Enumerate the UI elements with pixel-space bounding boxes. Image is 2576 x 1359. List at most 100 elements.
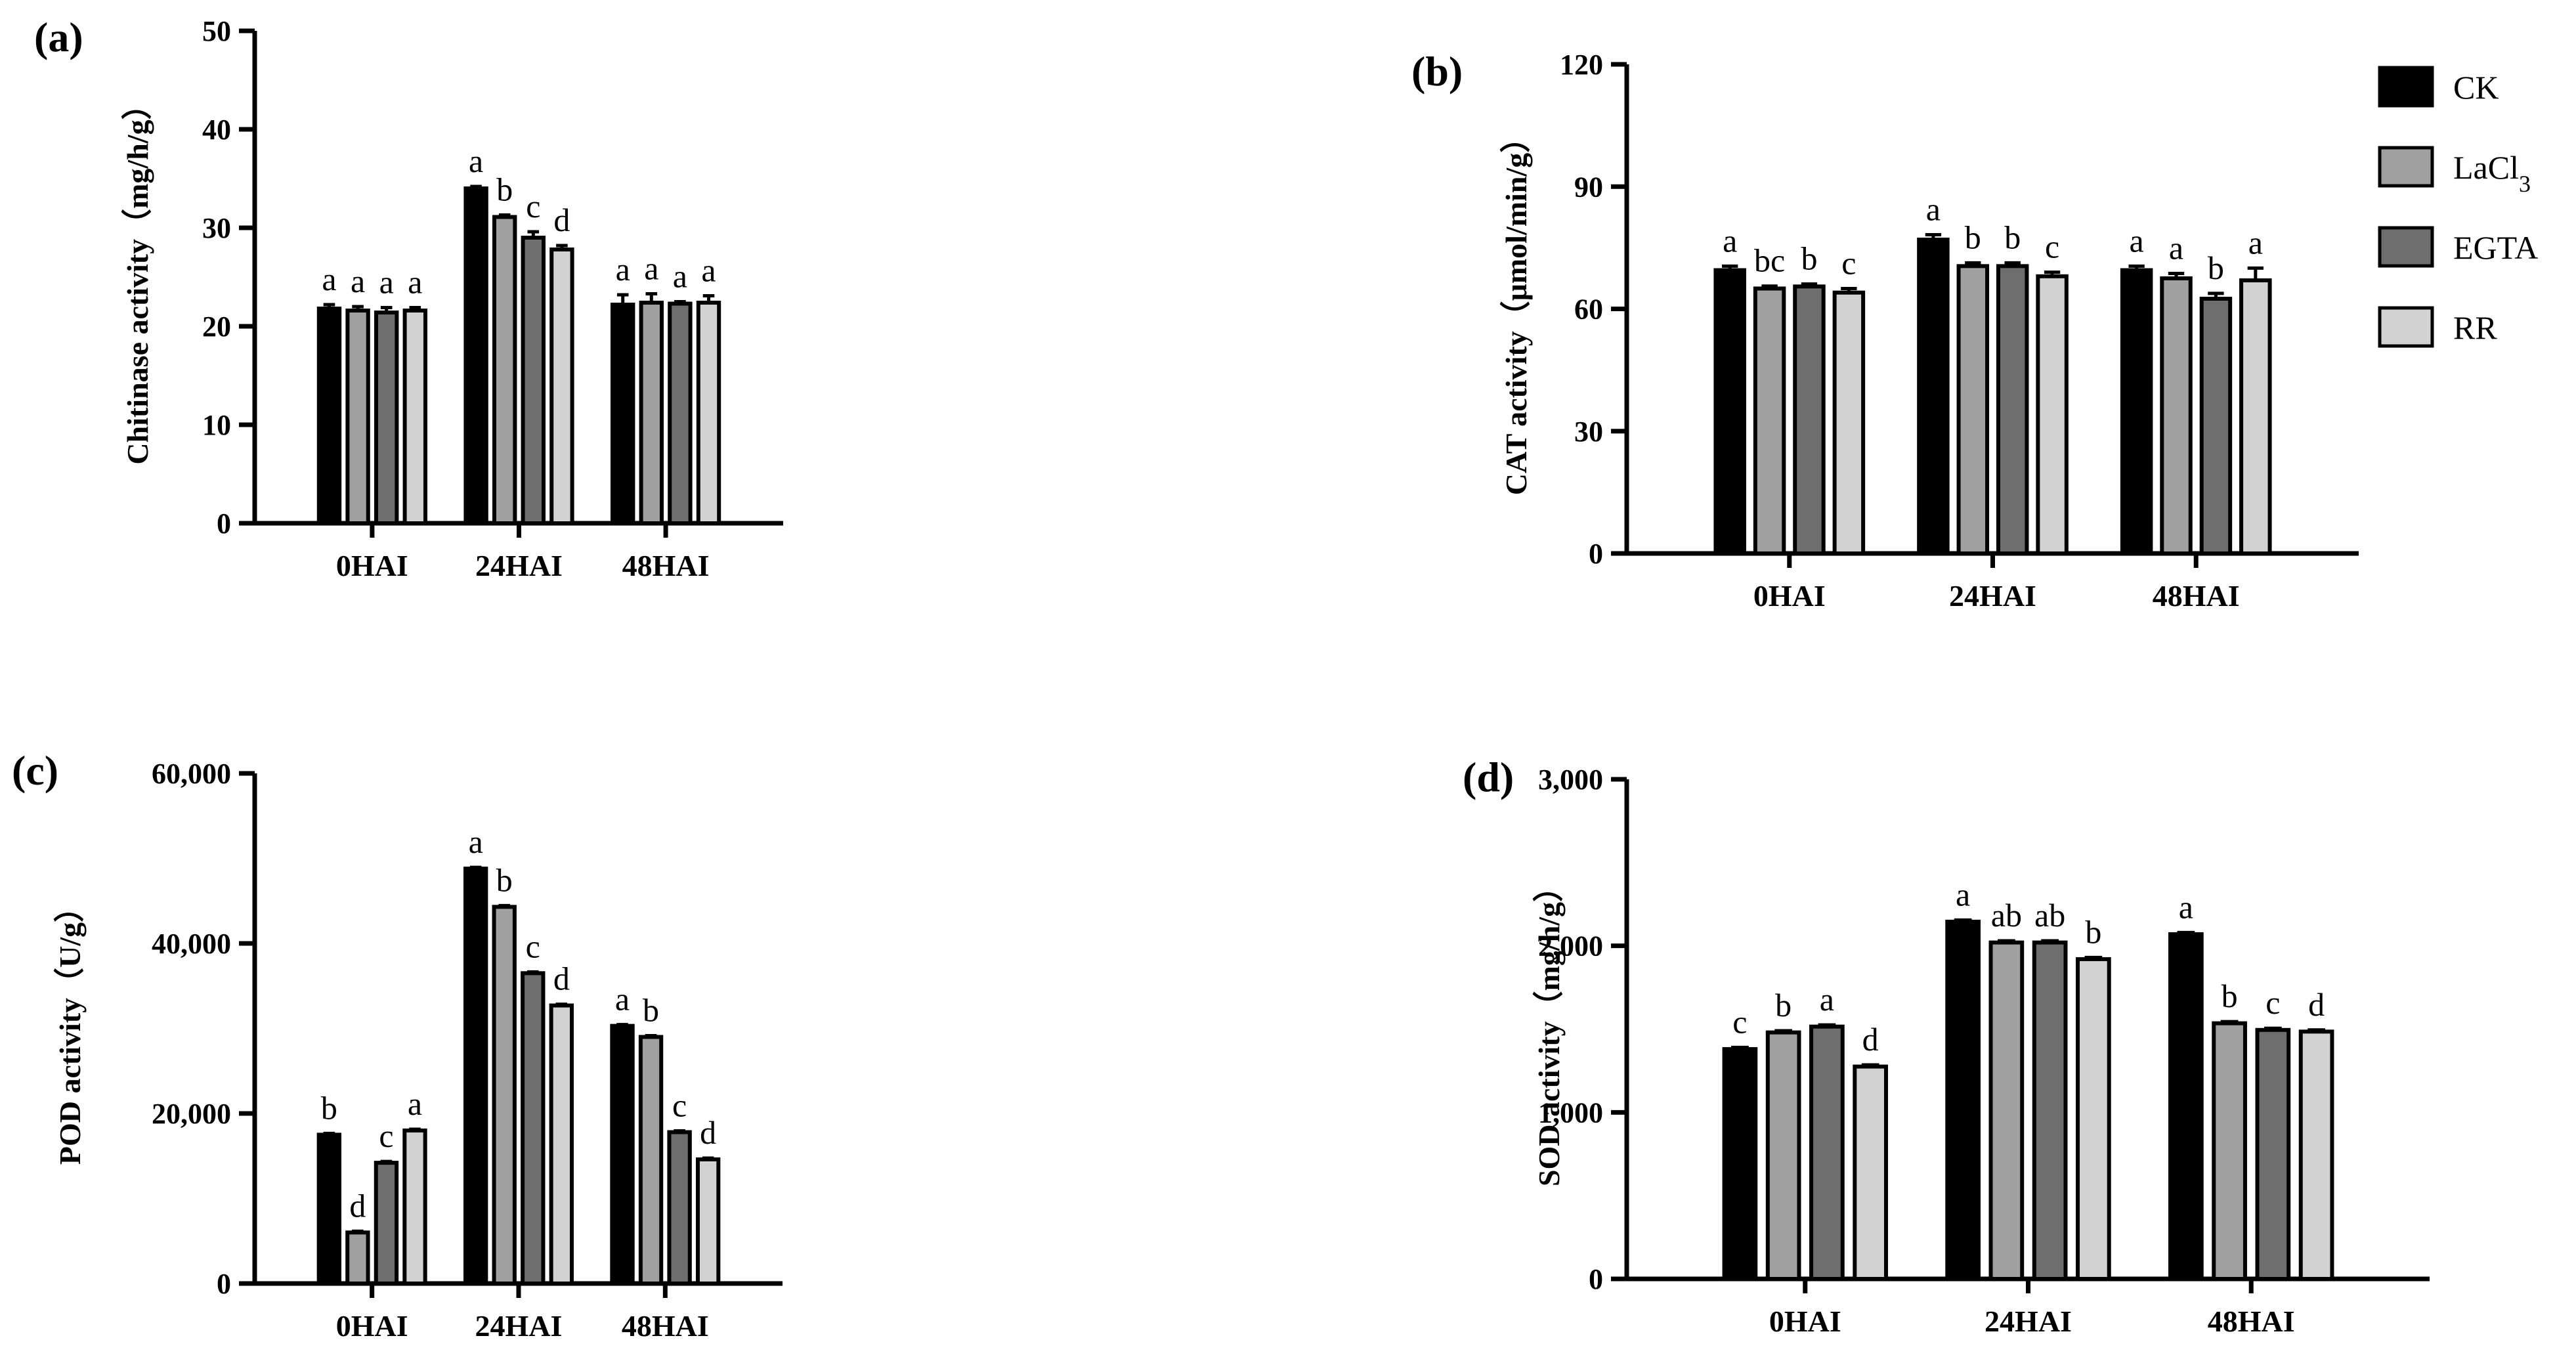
significance-label: a (2179, 888, 2193, 925)
significance-label: a (1956, 876, 1970, 913)
significance-label: c (379, 1117, 393, 1154)
bar-ck-0hai (1722, 1046, 1758, 1281)
legend: CK LaCl3 EGTA RR (2378, 66, 2538, 348)
y-tick-label: 30 (1574, 416, 1603, 448)
y-tick-label: 0 (217, 507, 231, 540)
bar-egta-48hai (2255, 1027, 2291, 1281)
bar-egta-24hai (521, 236, 546, 525)
legend-swatch (2378, 306, 2434, 348)
significance-label: c (526, 188, 540, 225)
y-tick-label: 3,000 (1538, 764, 1603, 796)
panel-label: (a) (34, 14, 83, 60)
significance-label: c (1841, 244, 1856, 281)
bar-lacl3-24hai (492, 215, 517, 525)
significance-label: a (2169, 229, 2183, 266)
legend-item-egta: EGTA (2378, 226, 2538, 268)
significance-label: a (2130, 222, 2144, 259)
bar-lacl3-0hai (345, 309, 370, 525)
bar-rr-48hai (695, 1157, 721, 1286)
bar-ck-24hai (1917, 237, 1950, 555)
panel-label: (b) (1411, 48, 1463, 95)
bar-ck-24hai (463, 186, 488, 525)
x-category-label: 48HAI (622, 549, 710, 582)
significance-label: b (496, 861, 513, 898)
bar-egta-0hai (1793, 284, 1826, 555)
y-tick-label: 60,000 (152, 758, 231, 790)
x-category-label: 24HAI (475, 549, 563, 582)
significance-label: b (1801, 240, 1817, 277)
y-axis-label: POD activity（U/g） (53, 892, 87, 1165)
bar-lacl3-48hai (2160, 276, 2193, 555)
significance-label: c (2045, 228, 2059, 265)
bar-lacl3-0hai (345, 1230, 370, 1286)
significance-label: c (2265, 984, 2280, 1021)
legend-label: CK (2453, 69, 2499, 106)
y-tick-label: 40,000 (152, 928, 231, 960)
significance-label: b (643, 992, 659, 1029)
significance-label: bc (1754, 242, 1785, 279)
significance-label: a (322, 261, 336, 297)
chart-panel-4: (d) 0 1,000 2,000 3,000 SOD activity（mg/h/g） 0… (1463, 754, 2430, 1338)
bar-lacl3-0hai (1753, 286, 1786, 555)
bar-ck-0hai (316, 307, 342, 525)
legend-label: RR (2453, 309, 2497, 346)
bar-ck-48hai (610, 1024, 635, 1285)
bar-egta-0hai (374, 1161, 399, 1285)
bar-egta-24hai (521, 971, 546, 1285)
bar-egta-24hai (1996, 264, 2029, 555)
y-tick-label: 0 (1589, 538, 1603, 570)
y-tick-label: 2,000 (1538, 930, 1603, 962)
y-tick-label: 10 (202, 409, 231, 441)
bar-rr-0hai (1832, 290, 1866, 555)
significance-label: d (1862, 1021, 1879, 1058)
significance-label: a (1820, 981, 1834, 1018)
significance-label: c (1732, 1003, 1747, 1040)
significance-label: a (644, 250, 658, 287)
y-tick-label: 40 (202, 114, 231, 146)
significance-label: a (1926, 191, 1941, 228)
significance-label: a (673, 258, 687, 295)
y-tick-label: 0 (1589, 1263, 1603, 1295)
y-tick-label: 1,000 (1538, 1096, 1603, 1129)
significance-label: a (469, 823, 483, 860)
bar-ck-48hai (2168, 932, 2204, 1282)
y-axis-label: Chitinase activity（mg/h/g） (121, 89, 154, 464)
legend-swatch (2378, 146, 2434, 188)
panel-label: (d) (1463, 754, 1514, 800)
bar-lacl3-24hai (492, 905, 517, 1285)
bar-rr-0hai (1853, 1064, 1888, 1281)
y-axis-label: SOD activity（mg/h/g） (1532, 872, 1566, 1186)
bar-lacl3-48hai (2212, 1021, 2247, 1282)
x-category-label: 0HAI (336, 1309, 408, 1343)
bar-rr-24hai (2036, 274, 2069, 555)
y-tick-label: 90 (1574, 171, 1603, 203)
significance-label: ab (2034, 897, 2065, 934)
y-tick-label: 20,000 (152, 1098, 231, 1130)
legend-swatch (2378, 226, 2434, 268)
bar-lacl3-24hai (1988, 940, 2025, 1282)
legend-item-lacl: LaCl3 (2378, 146, 2531, 197)
chart-panels: (a) 0 10 20 30 40 50 Chitinase activity（mg/h/g）… (12, 14, 2430, 1343)
bar-egta-48hai (668, 301, 693, 525)
significance-label: b (496, 171, 513, 208)
significance-label: a (408, 264, 422, 301)
significance-label: a (616, 251, 630, 288)
panel-label: (c) (12, 747, 58, 794)
bar-ck-0hai (316, 1132, 342, 1285)
significance-label: a (2248, 224, 2263, 261)
significance-label: d (349, 1187, 366, 1224)
bar-lacl3-0hai (1765, 1030, 1801, 1282)
significance-label: ab (1991, 897, 2022, 934)
bar-ck-48hai (611, 303, 635, 525)
bar-rr-24hai (549, 1003, 574, 1286)
legend-swatch (2378, 66, 2434, 108)
bar-egta-0hai (374, 311, 399, 525)
bar-lacl3-48hai (639, 301, 664, 525)
bar-rr-24hai (549, 248, 574, 525)
x-category-label: 0HAI (336, 549, 408, 582)
significance-label: d (553, 960, 570, 997)
significance-label: b (2085, 913, 2101, 950)
significance-label: b (2208, 249, 2224, 286)
x-category-label: 48HAI (2208, 1305, 2295, 1338)
